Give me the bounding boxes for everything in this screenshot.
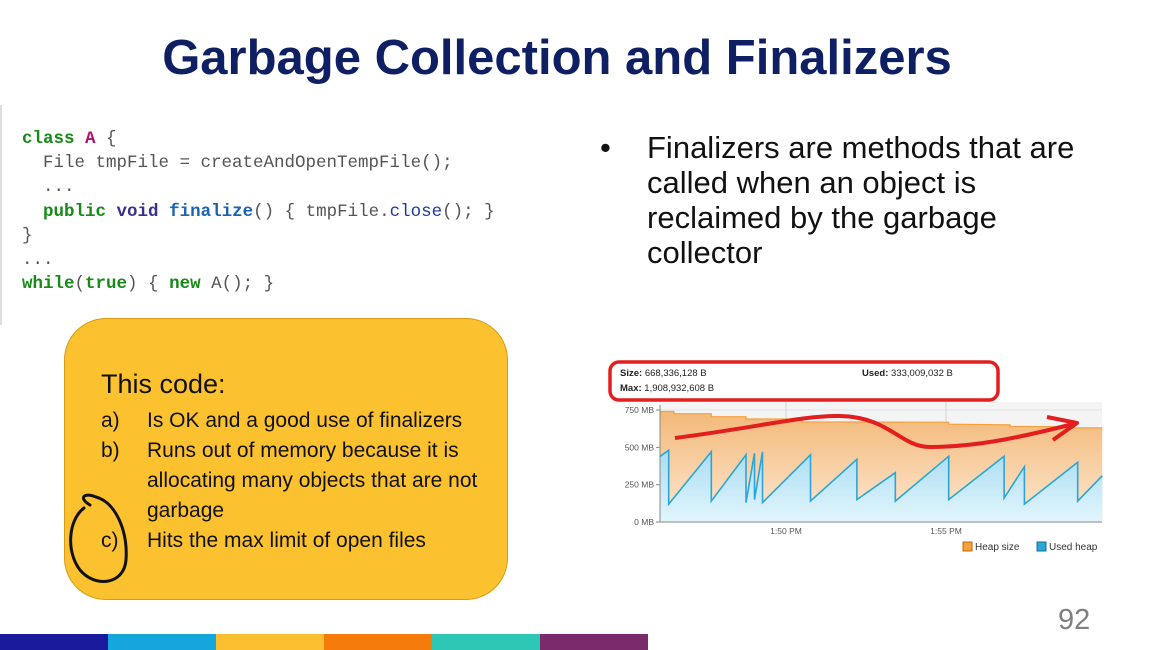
x-tick-label: 1:55 PM — [930, 526, 962, 536]
slide-title: Garbage Collection and Finalizers — [162, 31, 952, 85]
code-token — [22, 202, 43, 222]
footer-segment — [540, 634, 648, 650]
bullet-marker: • — [600, 130, 611, 165]
code-line: while(true) { new A(); } — [22, 274, 274, 294]
footer-segment — [108, 634, 216, 650]
code-token: A — [85, 129, 96, 149]
footer-segment — [432, 634, 540, 650]
code-token — [75, 129, 86, 149]
quiz-option-b: b) Runs out of memory because it is alloc… — [101, 436, 487, 526]
code-line: class A { — [22, 129, 117, 149]
code-token: ) { — [127, 274, 170, 295]
page-number: 92 — [1058, 604, 1091, 636]
code-line: } — [22, 225, 33, 246]
y-tick-label: 250 MB — [625, 480, 655, 490]
quiz-title: This code: — [101, 369, 226, 399]
heap-chart: 750 MB 500 MB 250 MB 0 MB 1:50 PM 1:55 PM Si… — [600, 355, 1115, 560]
legend-swatch-heap-size — [962, 541, 973, 552]
code-block: class A { File tmpFile = createAndOpenTe… — [22, 127, 495, 296]
used-readout: Used: 333,009,032 B — [862, 368, 953, 379]
divider — [0, 105, 2, 325]
option-text: Hits the max limit of open files — [147, 529, 426, 552]
y-tick-label: 750 MB — [625, 405, 655, 415]
legend-heap-size: Heap size — [975, 542, 1020, 553]
code-line: ... — [22, 177, 75, 198]
code-token: (); } — [442, 201, 495, 222]
x-tick-label: 1:50 PM — [770, 526, 802, 536]
code-token: new — [169, 274, 201, 295]
code-token: class — [22, 129, 75, 149]
option-label: c) — [101, 529, 119, 552]
trend-arrowhead — [1046, 415, 1079, 442]
option-text: Is OK and a good use of finalizers — [147, 409, 463, 432]
code-token: { — [95, 129, 117, 149]
code-token: close — [389, 201, 443, 222]
code-token: ( — [74, 274, 86, 295]
bullet-text: Finalizers are methods that are called w… — [647, 130, 1075, 270]
footer-segment — [324, 634, 432, 650]
max-readout: Max: 1,908,932,608 B — [620, 383, 714, 394]
option-label: b) — [101, 439, 120, 462]
option-label: a) — [101, 409, 120, 432]
code-token: finalize — [169, 201, 254, 222]
footer-segment — [216, 634, 324, 650]
y-tick-label: 500 MB — [625, 442, 655, 452]
quiz-option-a: a) Is OK and a good use of finalizers — [101, 406, 487, 436]
footer-segment — [0, 634, 108, 650]
code-token: A(); } — [200, 274, 275, 295]
header-highlight-box — [608, 360, 1000, 402]
trend-arrow — [674, 413, 1078, 450]
option-text: Runs out of memory because it is allocat… — [147, 439, 478, 522]
y-tick-label: 0 MB — [634, 517, 654, 527]
quiz-box: This code: a) Is OK and a good use of fin… — [64, 318, 508, 600]
code-token: true — [85, 274, 128, 295]
code-line: public void finalize() { tmpFile.close()… — [22, 202, 495, 222]
size-readout: Size: 668,336,128 B — [620, 368, 707, 379]
code-token: public — [43, 201, 107, 222]
used-heap-area — [660, 450, 1103, 522]
quiz-option-c: c) Hits the max limit of open files — [101, 526, 487, 556]
code-token: while — [22, 274, 75, 295]
code-token: void — [116, 201, 159, 222]
legend-used-heap: Used heap — [1049, 542, 1098, 553]
code-line: File tmpFile = createAndOpenTempFile(); — [22, 153, 453, 174]
code-token — [106, 202, 117, 222]
code-line: ... — [22, 250, 54, 271]
used-heap-line — [659, 448, 1103, 507]
legend-swatch-used-heap — [1036, 541, 1047, 552]
code-token — [159, 202, 170, 222]
code-token: () { tmpFile. — [253, 201, 390, 222]
